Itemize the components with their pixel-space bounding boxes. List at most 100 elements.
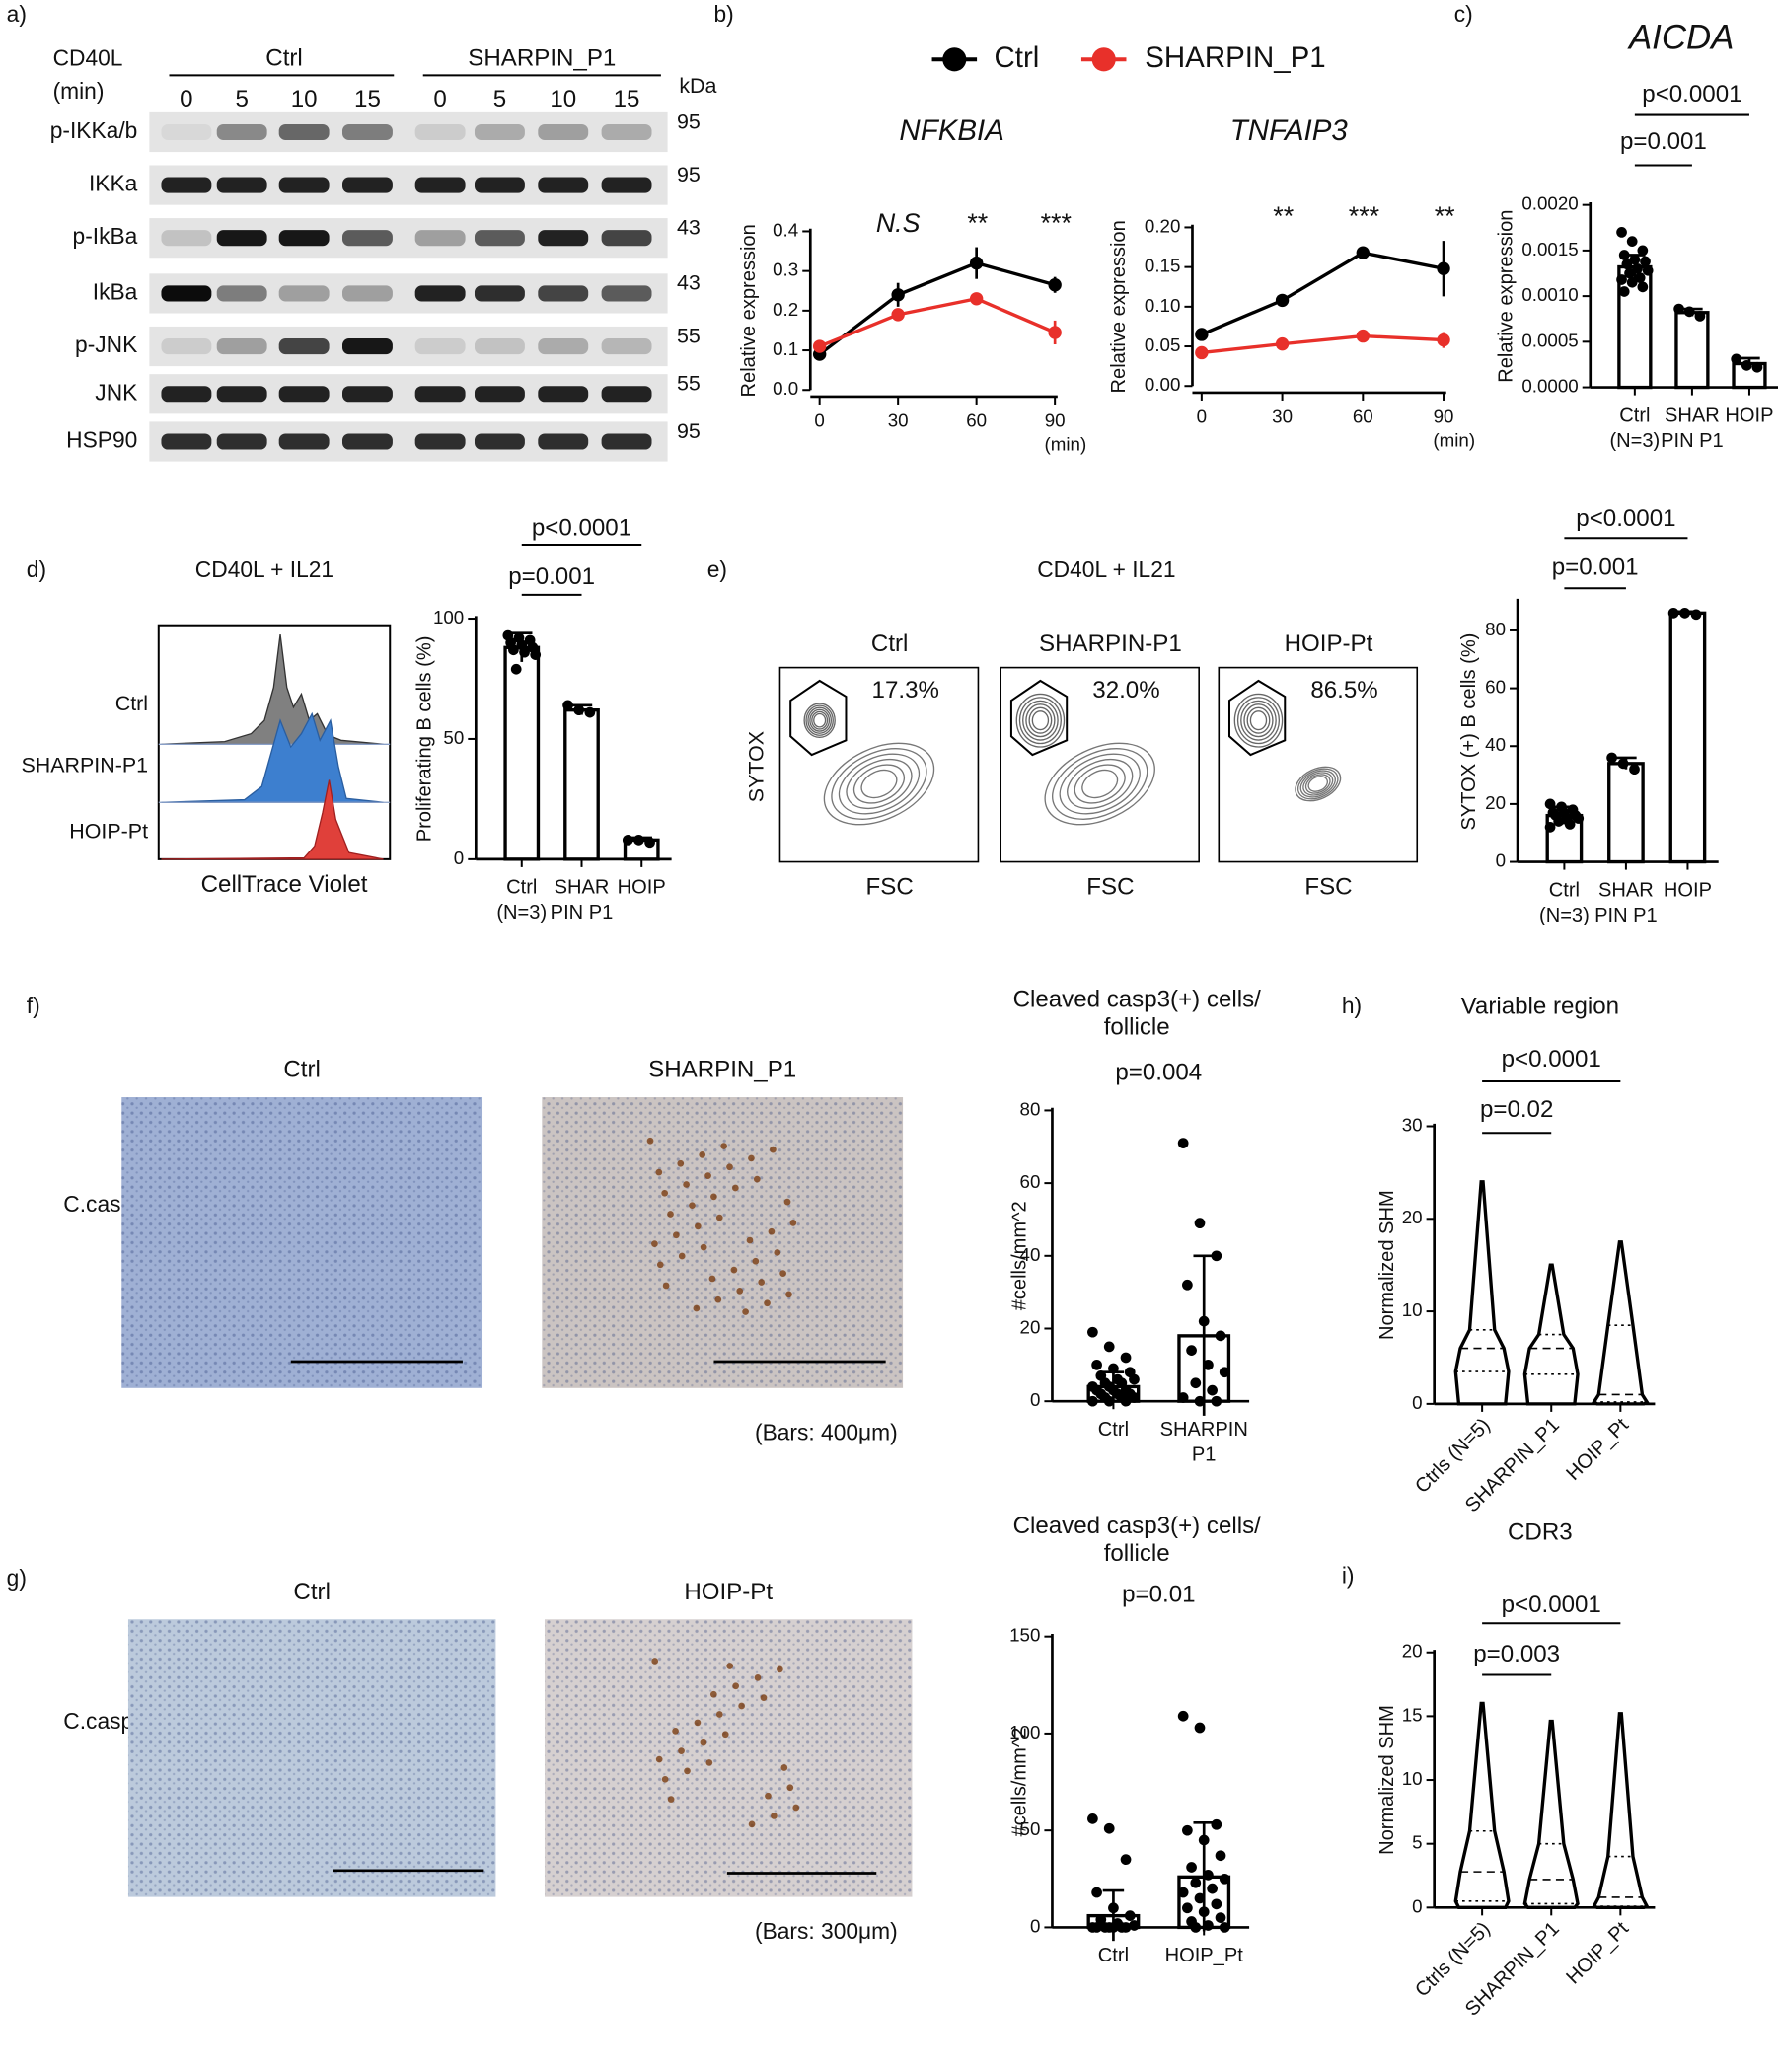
panel-label: c) <box>1454 1 1473 27</box>
stained-cell <box>732 1184 739 1192</box>
y-tick-label: 50 <box>443 727 464 748</box>
y-tick-label: 100 <box>1009 1722 1040 1742</box>
y-tick-label: 80 <box>1485 619 1506 639</box>
x-tick-label: HOIP_Pt <box>1165 1945 1244 1966</box>
stained-cell <box>765 1792 772 1800</box>
x-tick-label: PIN P1 <box>1594 905 1658 926</box>
blot-kda: 55 <box>677 324 701 347</box>
y-tick-label: 15 <box>1402 1704 1423 1725</box>
data-point <box>584 706 596 718</box>
marker <box>1437 261 1450 275</box>
violin <box>1522 1719 1580 1910</box>
y-axis-label: #cells/mm^2 <box>1009 1728 1031 1837</box>
marker <box>891 308 905 322</box>
blot-band <box>474 123 525 141</box>
data-point <box>1207 1883 1218 1894</box>
bar <box>1607 762 1645 864</box>
stained-cell <box>780 1764 788 1771</box>
stained-cell <box>683 1181 690 1188</box>
legend-label: Ctrl <box>995 41 1040 74</box>
stained-cell <box>661 1775 669 1783</box>
blot-band <box>342 123 393 141</box>
stained-cell <box>700 1739 707 1746</box>
blot-treatment: CD40L <box>53 44 123 70</box>
blot-band <box>342 386 393 403</box>
stained-cell <box>721 1731 729 1739</box>
histogram-row-label: Ctrl <box>115 692 148 715</box>
x-tick-label: P1 <box>1192 1443 1217 1465</box>
blot-band <box>161 337 212 355</box>
panel-label: i) <box>1342 1562 1355 1588</box>
y-axis-label: Proliferating B cells (%) <box>414 636 436 843</box>
data-point <box>1177 1887 1189 1898</box>
blot-band <box>474 177 525 193</box>
data-point <box>1129 1920 1140 1931</box>
x-tick-label: 30 <box>1272 406 1293 426</box>
contour <box>809 708 831 732</box>
data-point <box>1626 236 1638 248</box>
stained-cell <box>758 1279 766 1286</box>
stained-cell <box>783 1198 791 1206</box>
stained-cell <box>655 1755 663 1763</box>
stained-cell <box>752 1257 760 1265</box>
blot-row-label: p-JNK <box>75 332 137 357</box>
y-tick-label: 60 <box>1485 677 1506 698</box>
data-point <box>1186 1345 1197 1356</box>
histogram-peak <box>161 634 384 745</box>
stained-cell <box>708 1275 716 1283</box>
legend-marker <box>1091 47 1116 72</box>
y-tick-label: 40 <box>1485 734 1506 755</box>
blot-band <box>342 230 393 247</box>
stained-cell <box>777 1665 783 1673</box>
p-value: p<0.0001 <box>532 514 631 541</box>
marker <box>1048 326 1062 339</box>
data-point <box>1211 1818 1222 1830</box>
contour <box>1307 776 1329 792</box>
marker <box>1437 333 1450 347</box>
stained-cell <box>738 1702 745 1710</box>
data-point <box>1203 1870 1214 1881</box>
blot-unit: (min) <box>53 78 105 104</box>
data-point <box>1120 1854 1132 1866</box>
blot-band <box>601 433 652 450</box>
stained-cell <box>672 1728 679 1735</box>
data-point <box>1673 303 1684 315</box>
blot-band <box>414 285 466 302</box>
flow-percent: 17.3% <box>872 677 939 703</box>
stained-cell <box>655 1168 663 1176</box>
x-tick-label: 60 <box>966 409 987 430</box>
significance: N.S <box>876 208 921 238</box>
chart-title: Cleaved casp3(+) cells/ <box>1013 987 1262 1013</box>
chart-title: Variable region <box>1461 993 1619 1019</box>
stained-cell <box>689 1202 696 1210</box>
blot-band <box>216 386 267 403</box>
blot-band <box>216 177 267 193</box>
violin <box>1592 1240 1650 1406</box>
blot-time: 15 <box>354 86 381 112</box>
data-point <box>1177 1138 1189 1148</box>
x-tick-label: HOIP_Pt <box>1562 1414 1633 1485</box>
data-point <box>1182 1279 1193 1291</box>
violin <box>1453 1701 1511 1910</box>
marker <box>1048 278 1062 292</box>
stained-cell <box>700 1243 707 1251</box>
blot-band <box>216 230 267 247</box>
data-point <box>1120 1922 1132 1933</box>
contour <box>1246 706 1271 734</box>
data-point <box>1182 1902 1193 1914</box>
stained-cell <box>646 1137 654 1145</box>
blot-band <box>216 285 267 302</box>
blot-kda: 95 <box>677 163 701 186</box>
flow-x-label: FSC <box>866 874 914 901</box>
contour <box>1067 758 1134 810</box>
y-tick-label: 30 <box>1402 1114 1423 1135</box>
contour <box>831 748 927 820</box>
data-point <box>1091 1887 1102 1898</box>
x-tick-label: PIN P1 <box>551 902 614 924</box>
stained-cell <box>746 1236 754 1244</box>
stained-cell <box>742 1308 749 1315</box>
data-point <box>1120 1352 1132 1364</box>
blot-band <box>161 230 212 247</box>
